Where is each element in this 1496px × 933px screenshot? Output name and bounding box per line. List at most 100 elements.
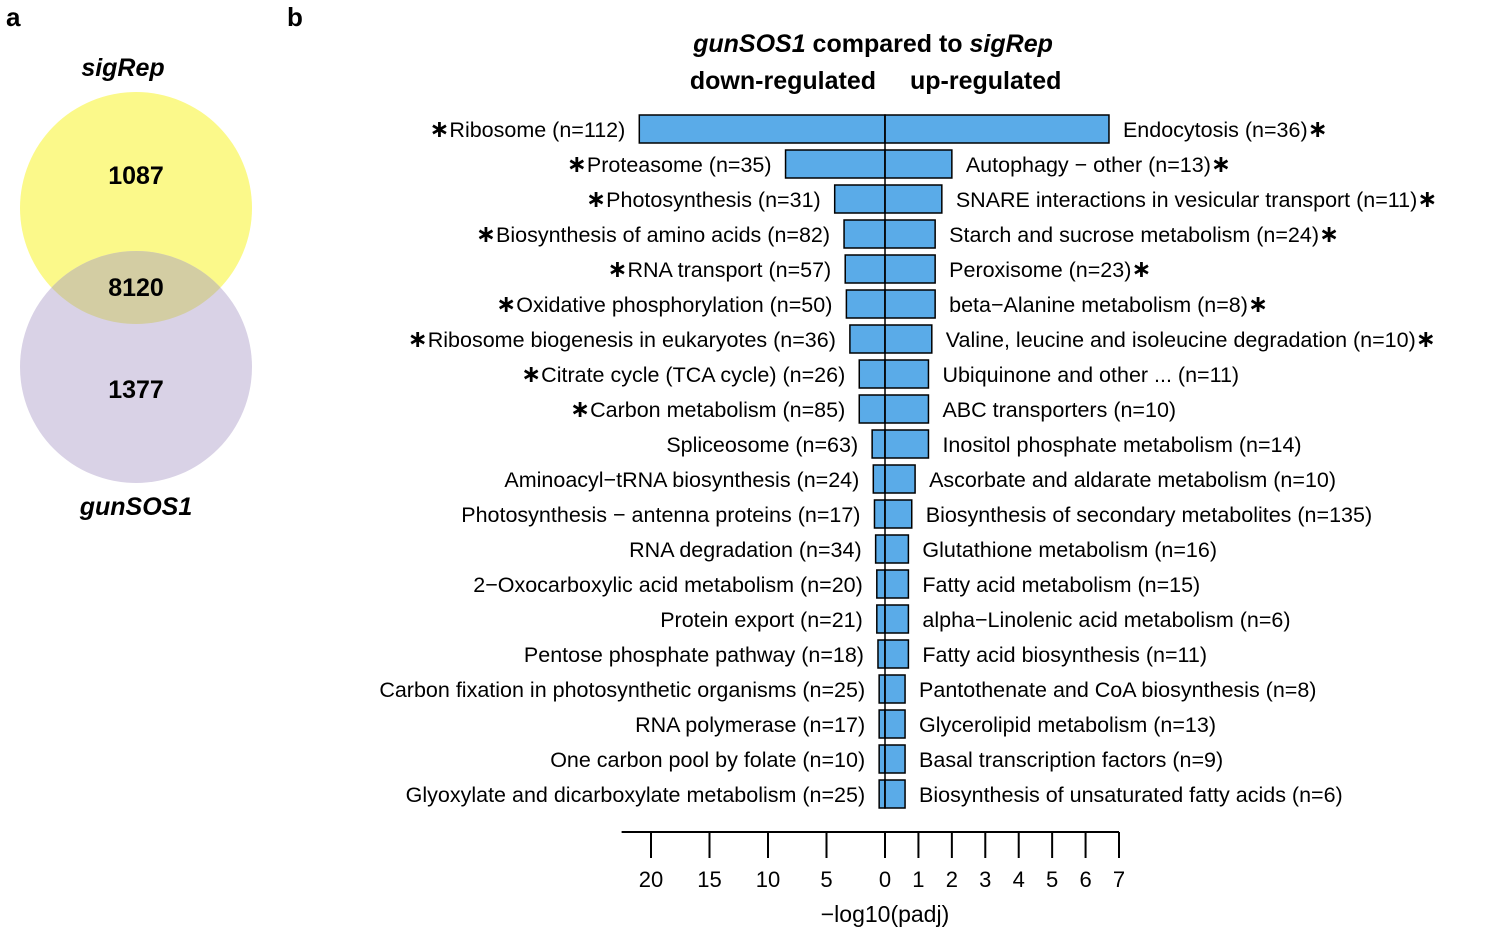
panel-a: a sigRep 1087 8120 1377 gunSOS1 bbox=[6, 2, 252, 521]
bar-down-3 bbox=[833, 184, 886, 214]
label-up-text: Ascorbate and aldarate metabolism (n=10) bbox=[929, 468, 1336, 492]
label-up-10: Inositol phosphate metabolism (n=14) bbox=[942, 433, 1301, 457]
chart-row: ∗Ribosome (n=112) Endocytosis (n=36)∗ bbox=[429, 114, 1328, 144]
venn-circle-sigrep bbox=[20, 92, 252, 324]
label-down-text: Biosynthesis of amino acids (n=82) bbox=[496, 223, 830, 247]
label-up-text: Endocytosis (n=36) bbox=[1123, 118, 1308, 142]
label-down-text: Photosynthesis − antenna proteins (n=17) bbox=[461, 503, 860, 527]
bar-down-8 bbox=[858, 359, 886, 389]
panel-b-letter: b bbox=[287, 2, 303, 32]
down-regulated-header: down-regulated bbox=[690, 67, 876, 95]
x-tick-right: 7 bbox=[1113, 867, 1125, 892]
label-up-9: ABC transporters (n=10) bbox=[942, 398, 1176, 422]
x-tick-right: 2 bbox=[946, 867, 958, 892]
chart-row: ∗Oxidative phosphorylation (n=50) beta−Al… bbox=[496, 289, 1268, 319]
significance-star: ∗ bbox=[496, 290, 516, 318]
label-up-text: Biosynthesis of secondary metabolites (n… bbox=[926, 503, 1372, 527]
bar-down-6 bbox=[845, 289, 886, 319]
bar-up-20 bbox=[884, 779, 906, 809]
label-up-8: Ubiquinone and other ... (n=11) bbox=[942, 363, 1239, 387]
panel-b: b gunSOS1 compared to sigRep down-regula… bbox=[287, 2, 1437, 927]
label-down-11: Aminoacyl−tRNA biosynthesis (n=24) bbox=[504, 468, 859, 492]
label-down-text: Carbon fixation in photosynthetic organi… bbox=[379, 678, 865, 702]
label-up-text: Biosynthesis of unsaturated fatty acids … bbox=[919, 783, 1343, 807]
x-tick-right: 6 bbox=[1079, 867, 1091, 892]
label-up-text: Glutathione metabolism (n=16) bbox=[922, 538, 1217, 562]
label-down-text: RNA transport (n=57) bbox=[627, 258, 831, 282]
x-tick-zero: 0 bbox=[879, 867, 891, 892]
chart-rows: ∗Ribosome (n=112) Endocytosis (n=36)∗∗Pro… bbox=[379, 114, 1438, 809]
label-down-7: ∗Ribosome biogenesis in eukaryotes (n=36… bbox=[408, 325, 836, 353]
label-down-14: 2−Oxocarboxylic acid metabolism (n=20) bbox=[473, 573, 863, 597]
panel-a-letter: a bbox=[6, 2, 21, 32]
chart-row: Carbon fixation in photosynthetic organi… bbox=[379, 674, 1316, 704]
chart-row: RNA polymerase (n=17) Glycerolipid metabo… bbox=[635, 709, 1216, 739]
label-down-15: Protein export (n=21) bbox=[660, 608, 863, 632]
label-up-18: Glycerolipid metabolism (n=13) bbox=[919, 713, 1216, 737]
label-down-18: RNA polymerase (n=17) bbox=[635, 713, 865, 737]
label-up-17: Pantothenate and CoA biosynthesis (n=8) bbox=[919, 678, 1316, 702]
label-down-text: Protein export (n=21) bbox=[660, 608, 863, 632]
venn-set2-unique-count: 1377 bbox=[108, 376, 164, 404]
label-up-7: Valine, leucine and isoleucine degradati… bbox=[946, 325, 1436, 353]
chart-row: Pentose phosphate pathway (n=18) Fatty ac… bbox=[524, 639, 1207, 669]
chart-row: Photosynthesis − antenna proteins (n=17)… bbox=[461, 499, 1372, 529]
significance-star: ∗ bbox=[429, 115, 449, 143]
chart-title: gunSOS1 compared to sigRep bbox=[692, 30, 1053, 58]
label-up-16: Fatty acid biosynthesis (n=11) bbox=[922, 643, 1207, 667]
bar-up-13 bbox=[884, 534, 910, 564]
label-up-text: Basal transcription factors (n=9) bbox=[919, 748, 1223, 772]
bar-down-1 bbox=[638, 114, 886, 144]
chart-row: Aminoacyl−tRNA biosynthesis (n=24) Ascorb… bbox=[504, 464, 1336, 494]
label-down-19: One carbon pool by folate (n=10) bbox=[550, 748, 865, 772]
label-up-15: alpha−Linolenic acid metabolism (n=6) bbox=[922, 608, 1290, 632]
label-up-11: Ascorbate and aldarate metabolism (n=10) bbox=[929, 468, 1336, 492]
label-up-5: Peroxisome (n=23)∗ bbox=[949, 255, 1151, 283]
label-up-text: SNARE interactions in vesicular transpor… bbox=[956, 188, 1417, 212]
label-up-text: Peroxisome (n=23) bbox=[949, 258, 1131, 282]
bar-down-2 bbox=[784, 149, 886, 179]
bar-up-14 bbox=[884, 569, 910, 599]
significance-star: ∗ bbox=[570, 395, 590, 423]
chart-row: One carbon pool by folate (n=10) Basal tr… bbox=[550, 744, 1223, 774]
significance-star: ∗ bbox=[1248, 290, 1268, 318]
chart-row: Protein export (n=21) alpha−Linolenic aci… bbox=[660, 604, 1291, 634]
label-down-text: Citrate cycle (TCA cycle) (n=26) bbox=[541, 363, 845, 387]
label-up-text: alpha−Linolenic acid metabolism (n=6) bbox=[922, 608, 1290, 632]
bar-down-17 bbox=[878, 674, 886, 704]
label-down-text: RNA polymerase (n=17) bbox=[635, 713, 865, 737]
label-down-12: Photosynthesis − antenna proteins (n=17) bbox=[461, 503, 860, 527]
bar-up-18 bbox=[884, 709, 906, 739]
bar-down-12 bbox=[873, 499, 886, 529]
label-down-5: ∗RNA transport (n=57) bbox=[607, 255, 831, 283]
label-down-text: Ribosome biogenesis in eukaryotes (n=36) bbox=[428, 328, 836, 352]
label-up-14: Fatty acid metabolism (n=15) bbox=[922, 573, 1200, 597]
label-up-3: SNARE interactions in vesicular transpor… bbox=[956, 185, 1438, 213]
significance-star: ∗ bbox=[408, 325, 428, 353]
bar-up-11 bbox=[884, 464, 916, 494]
label-up-text: Fatty acid biosynthesis (n=11) bbox=[922, 643, 1207, 667]
chart-row: 2−Oxocarboxylic acid metabolism (n=20) Fa… bbox=[473, 569, 1200, 599]
label-up-text: Glycerolipid metabolism (n=13) bbox=[919, 713, 1216, 737]
bar-up-3 bbox=[884, 184, 943, 214]
x-tick-left: 10 bbox=[756, 867, 780, 892]
label-up-13: Glutathione metabolism (n=16) bbox=[922, 538, 1217, 562]
chart-row: ∗Proteasome (n=35) Autophagy − other (n=1… bbox=[567, 149, 1231, 179]
significance-star: ∗ bbox=[1417, 185, 1437, 213]
bar-down-14 bbox=[876, 569, 886, 599]
label-down-10: Spliceosome (n=63) bbox=[666, 433, 858, 457]
chart-row: ∗Photosynthesis (n=31) SNARE interactions… bbox=[586, 184, 1438, 214]
venn-set2-title: gunSOS1 bbox=[79, 493, 193, 521]
chart-title-sample: gunSOS1 bbox=[692, 30, 806, 58]
significance-star: ∗ bbox=[586, 185, 606, 213]
label-down-6: ∗Oxidative phosphorylation (n=50) bbox=[496, 290, 832, 318]
venn-set1-title: sigRep bbox=[81, 54, 164, 82]
x-axis: 20 15 10 5 0 1 2 3 4 5 6 7 bbox=[621, 831, 1125, 892]
x-axis-title: −log10(padj) bbox=[821, 901, 950, 927]
chart-row: Glyoxylate and dicarboxylate metabolism … bbox=[406, 779, 1343, 809]
label-down-text: One carbon pool by folate (n=10) bbox=[550, 748, 865, 772]
label-up-text: beta−Alanine metabolism (n=8) bbox=[949, 293, 1248, 317]
bar-down-9 bbox=[858, 394, 886, 424]
chart-row: RNA degradation (n=34) Glutathione metabo… bbox=[629, 534, 1217, 564]
